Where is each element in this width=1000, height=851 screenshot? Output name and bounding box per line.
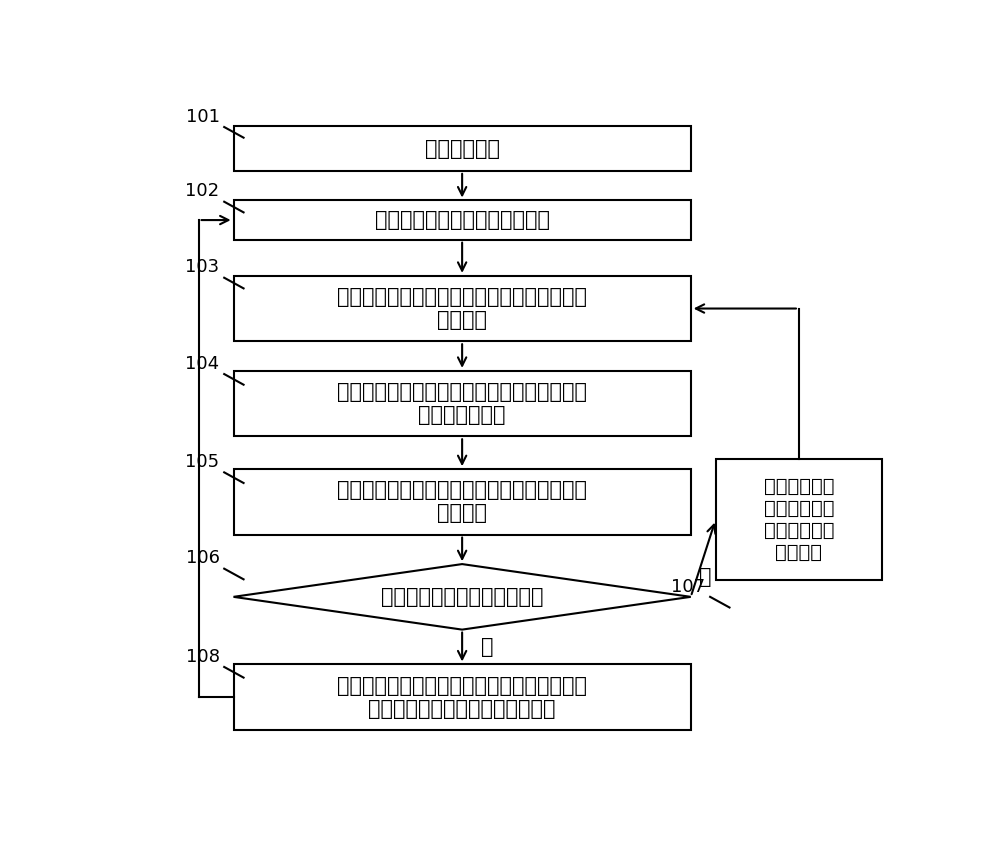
FancyBboxPatch shape xyxy=(234,665,691,730)
FancyBboxPatch shape xyxy=(716,460,882,580)
Text: 106: 106 xyxy=(186,550,220,568)
FancyBboxPatch shape xyxy=(234,200,691,240)
Text: 108: 108 xyxy=(186,648,220,665)
Text: 104: 104 xyxy=(185,355,220,373)
FancyBboxPatch shape xyxy=(234,126,691,171)
FancyBboxPatch shape xyxy=(234,276,691,341)
Polygon shape xyxy=(234,564,691,630)
Text: 重新选取一个灰阶画面进行调节，直到灰阶画
面集合中的灰阶画面全部调节完成: 重新选取一个灰阶画面进行调节，直到灰阶画 面集合中的灰阶画面全部调节完成 xyxy=(337,676,587,719)
Text: 107: 107 xyxy=(671,578,705,596)
Text: 103: 103 xyxy=(185,259,220,277)
Text: 102: 102 xyxy=(185,182,220,201)
FancyBboxPatch shape xyxy=(234,469,691,534)
FancyBboxPatch shape xyxy=(234,371,691,437)
Text: 获取灰阶画面的亮度色度目标坐标和亮度色度
实测坐标: 获取灰阶画面的亮度色度目标坐标和亮度色度 实测坐标 xyxy=(337,287,587,330)
Text: 根据红绿蓝亮度目标值和红绿蓝亮度实测值计
算误差值: 根据红绿蓝亮度目标值和红绿蓝亮度实测值计 算误差值 xyxy=(337,480,587,523)
Text: 生成三基色坐标系下的红绿蓝亮度目标值和红
绿蓝亮度实测值: 生成三基色坐标系下的红绿蓝亮度目标值和红 绿蓝亮度实测值 xyxy=(337,382,587,426)
Text: 判断误差值是否小于预设阈值: 判断误差值是否小于预设阈值 xyxy=(381,587,543,607)
Text: 101: 101 xyxy=(186,108,220,126)
Text: 否: 否 xyxy=(698,567,711,587)
Text: 是: 是 xyxy=(482,637,494,658)
Text: 根据比例积分
更新灰阶画面
对应的寄存器
中的参数: 根据比例积分 更新灰阶画面 对应的寄存器 中的参数 xyxy=(764,477,834,563)
Text: 从灰阶画面集合中选取灰阶画面: 从灰阶画面集合中选取灰阶画面 xyxy=(375,210,550,230)
Text: 获取比例积分: 获取比例积分 xyxy=(425,139,500,158)
Text: 105: 105 xyxy=(185,453,220,471)
